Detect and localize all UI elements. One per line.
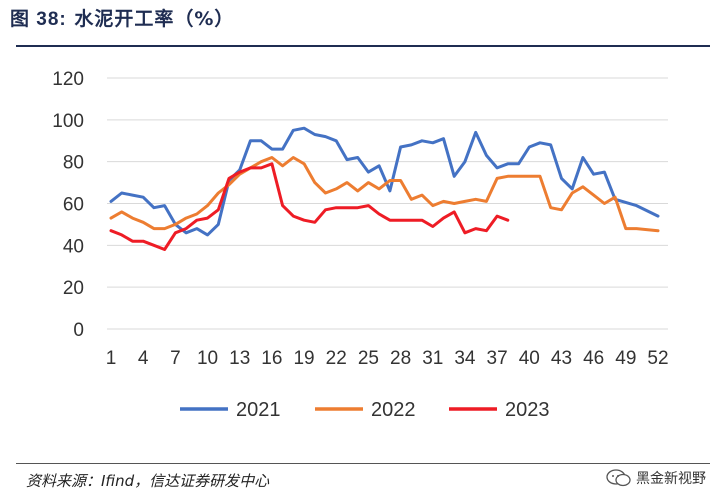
watermark: 黑金新视野: [606, 468, 706, 488]
legend: 2021 2022 2023: [180, 399, 550, 421]
wechat-icon: [606, 469, 631, 487]
x-tick-label: 37: [487, 348, 508, 369]
y-tick-label: 120: [52, 69, 84, 90]
x-tick-label: 4: [138, 348, 149, 369]
x-tick-label: 1: [106, 348, 117, 369]
x-tick-label: 46: [583, 348, 604, 369]
x-tick-label: 49: [615, 348, 636, 369]
x-axis-ticks: 1 4 7 10 13 16 19 22 25 28 31 34 37 40 43 46 49 52: [106, 348, 669, 369]
x-tick-label: 22: [326, 348, 347, 369]
x-tick-label: 7: [170, 348, 181, 369]
x-tick-label: 34: [454, 348, 476, 369]
y-tick-label: 60: [63, 195, 84, 216]
source-note: 资料来源：Ifind，信达证券研发中心: [26, 472, 270, 490]
y-tick-label: 40: [63, 236, 84, 257]
series-line-2022: [109, 156, 660, 233]
y-tick-label: 100: [52, 111, 84, 132]
legend-label-2021: 2021: [236, 399, 281, 421]
x-tick-label: 16: [261, 348, 282, 369]
x-tick-label: 13: [229, 348, 250, 369]
page-title: 图 38: 水泥开工率（%）: [10, 4, 234, 31]
x-tick-label: 19: [293, 348, 314, 369]
series-lines: [109, 126, 660, 251]
gridlines: [107, 77, 668, 288]
x-tick-label: 43: [551, 348, 572, 369]
x-tick-label: 52: [647, 348, 668, 369]
figure-number: 图 38:: [10, 9, 67, 30]
y-tick-label: 0: [73, 320, 84, 341]
y-tick-label: 80: [63, 153, 84, 174]
footer-rule: [16, 463, 710, 464]
y-tick-label: 20: [63, 278, 84, 299]
figure-title: 水泥开工率（%）: [74, 8, 235, 30]
legend-label-2023: 2023: [505, 399, 550, 421]
x-tick-label: 28: [390, 348, 411, 369]
series-line-2023: [109, 162, 510, 251]
title-rule: [16, 45, 710, 47]
watermark-text: 黑金新视野: [636, 471, 706, 487]
y-axis-ticks: 0 20 40 60 80 100 120: [52, 69, 84, 341]
x-tick-label: 31: [422, 348, 443, 369]
series-line-2021: [109, 126, 660, 237]
x-tick-label: 40: [519, 348, 540, 369]
legend-label-2022: 2022: [371, 399, 416, 421]
x-tick-label: 25: [358, 348, 379, 369]
x-tick-label: 10: [197, 348, 218, 369]
